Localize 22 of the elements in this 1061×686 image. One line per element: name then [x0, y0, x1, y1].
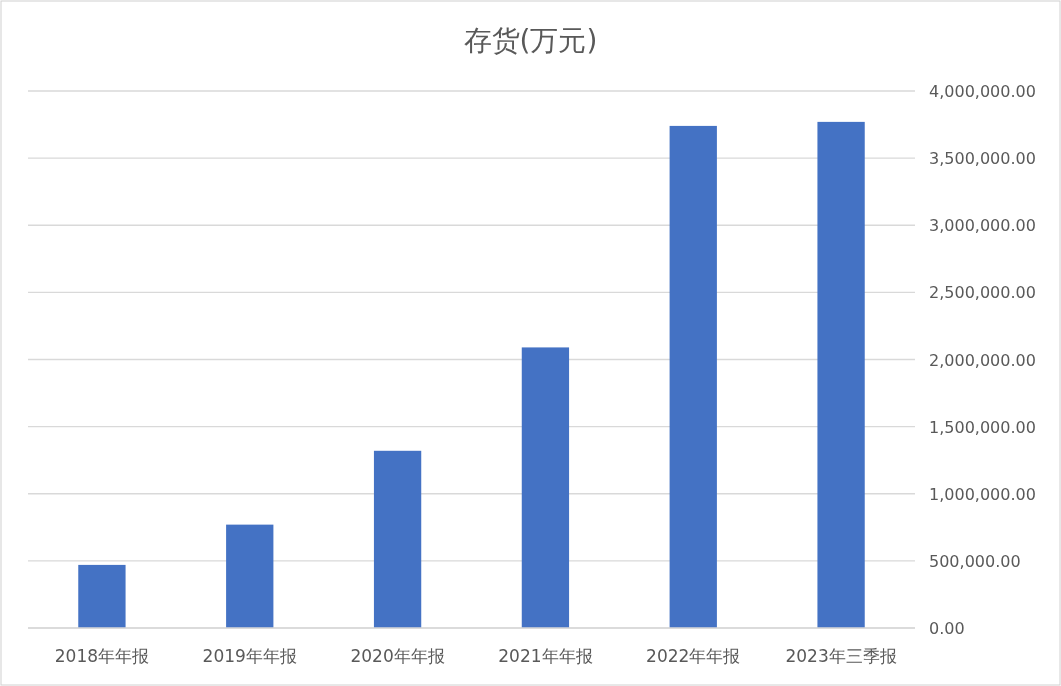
y-tick-label: 3,000,000.00 [929, 216, 1036, 236]
bar [373, 450, 422, 628]
bar [226, 524, 274, 628]
y-tick-label: 0.00 [929, 619, 965, 638]
bar [669, 125, 717, 628]
bar [817, 121, 865, 628]
x-tick-label: 2021年年报 [498, 646, 593, 666]
x-tick-label: 2022年年报 [646, 646, 741, 666]
y-tick-label: 1,000,000.00 [929, 484, 1036, 504]
y-tick-label: 4,000,000.00 [929, 82, 1036, 101]
bar [521, 347, 570, 628]
bar [78, 564, 126, 628]
y-tick-label: 1,500,000.00 [929, 417, 1036, 437]
y-tick-label: 500,000.00 [929, 551, 1021, 571]
y-tick-label: 3,500,000.00 [929, 149, 1036, 169]
x-tick-label: 2020年年报 [350, 646, 445, 666]
x-tick-label: 2023年三季报 [785, 646, 897, 666]
x-tick-label: 2019年年报 [202, 646, 297, 666]
x-tick-label: 2018年年报 [54, 646, 150, 666]
chart-title: 存货(万元) [463, 24, 598, 57]
y-tick-label: 2,000,000.00 [929, 350, 1036, 370]
y-tick-label: 2,500,000.00 [929, 283, 1036, 303]
